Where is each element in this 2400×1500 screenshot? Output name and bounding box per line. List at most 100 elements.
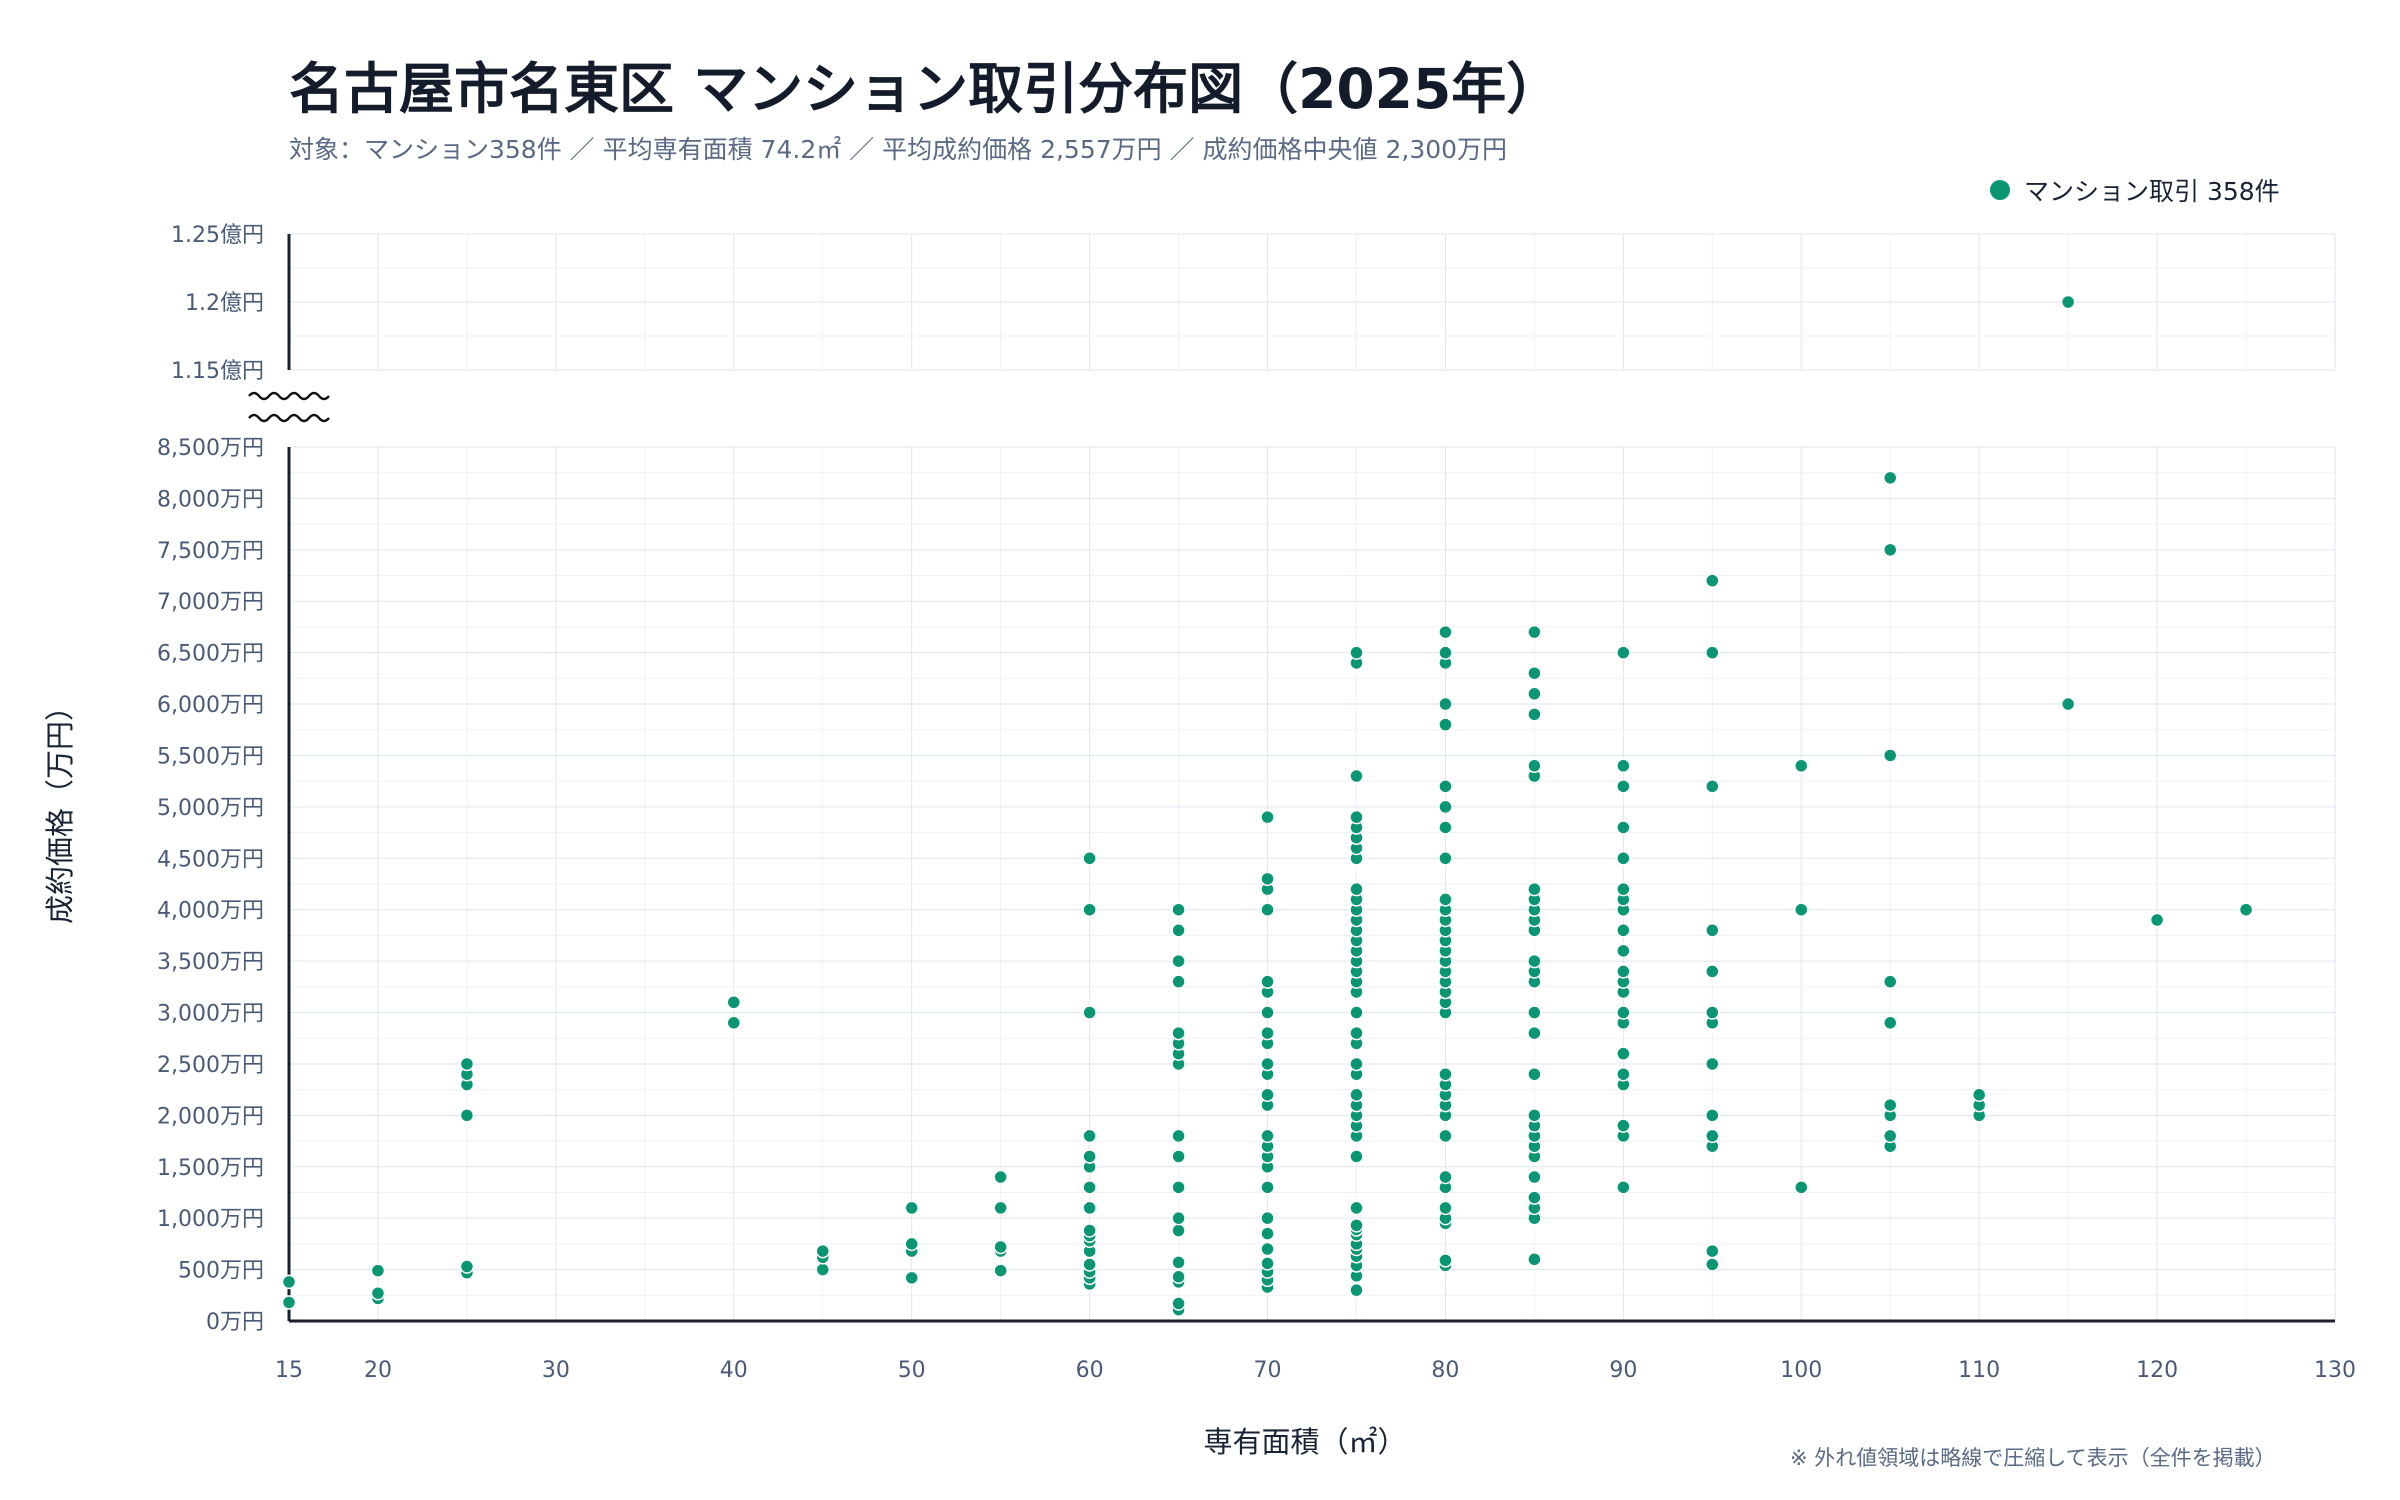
data-point [1349,645,1364,660]
data-point [1438,1200,1453,1216]
data-point [1171,1180,1186,1195]
data-point [1171,1025,1186,1041]
data-point [815,1262,830,1277]
data-point [1260,871,1275,887]
y-tick-label: 4,000万円 [157,899,264,924]
data-point [1171,1223,1186,1238]
data-point [1527,624,1542,640]
data-point [370,1263,386,1278]
data-point [1794,1180,1809,1195]
data-point [1882,748,1898,763]
break-gap [245,378,337,439]
data-point [1082,902,1097,917]
data-point [1260,1025,1275,1041]
data-point [1349,1282,1364,1298]
data-point [1260,1087,1275,1103]
data-point [1260,1128,1275,1144]
data-point [1349,881,1364,897]
x-tick-label: 110 [1958,1358,2000,1383]
data-point [1705,1108,1720,1123]
y-tick-label: 8,500万円 [157,436,264,461]
y-tick-label: 6,000万円 [157,693,264,718]
data-point [1705,1257,1720,1272]
y-tick-label: 8,000万円 [157,487,264,512]
data-point [1438,1169,1453,1185]
data-point [1527,665,1542,681]
data-point [370,1285,386,1301]
data-point [1616,1046,1631,1061]
data-point [1882,1097,1898,1113]
data-point [1527,953,1542,969]
data-point [1438,820,1453,835]
data-point [1438,851,1453,866]
data-point [2149,912,2165,928]
data-point [1260,809,1275,825]
data-point [1438,645,1453,660]
x-tick-label: 120 [2136,1358,2178,1383]
data-point [1438,717,1453,732]
y-tick-label: 7,000万円 [157,590,264,615]
x-axis-title: 専有面積（㎡） [1203,1425,1406,1459]
data-point [1705,1128,1720,1144]
y-tick-label: 1,500万円 [157,1156,264,1181]
data-point [1349,1025,1364,1041]
data-point [1171,923,1186,938]
x-tick-label: 80 [1431,1358,1459,1383]
data-point [1705,1056,1720,1072]
data-point [1349,809,1364,825]
data-point [1882,470,1898,486]
data-point [1260,974,1275,989]
data-point [1082,1128,1097,1144]
data-point [993,1200,1008,1216]
y-tick-label: 2,500万円 [157,1053,264,1078]
data-point [1438,696,1453,712]
data-point [1705,645,1720,660]
data-point [1705,1005,1720,1020]
data-point [1082,1223,1097,1238]
data-point [1616,1180,1631,1195]
y-tick-label: 3,000万円 [157,1002,264,1027]
data-point [1882,974,1898,989]
y-tick-label: 6,500万円 [157,642,264,667]
data-point [993,1263,1008,1278]
data-point [1260,1180,1275,1195]
legend-marker [1990,180,2010,200]
y-tick-label: 1.2億円 [185,291,264,316]
x-tick-label: 90 [1609,1358,1637,1383]
data-point [1527,1066,1542,1082]
axes [287,234,2335,1323]
data-point [1616,758,1631,774]
break-zigzag [248,413,330,423]
data-point [1260,1256,1275,1271]
data-point [1527,1005,1542,1020]
data-point [1971,1087,1987,1103]
y-tick-label: 500万円 [178,1259,264,1284]
data-point [1438,892,1453,907]
data-point [1260,1210,1275,1226]
data-point [904,1270,919,1286]
data-point [1260,1226,1275,1241]
data-point [993,1239,1008,1255]
data-point [1349,768,1364,784]
data-point [904,1236,919,1252]
y-tick-label: 7,500万円 [157,539,264,564]
y-axis-title: 成約価格（万円） [43,692,77,924]
data-point [1171,1210,1186,1226]
y-tick-label: 2,000万円 [157,1104,264,1129]
y-tick-label: 5,500万円 [157,744,264,769]
y-tick-label: 3,500万円 [157,950,264,975]
data-point [1171,1149,1186,1164]
data-point [1349,1218,1364,1233]
data-point [1171,953,1186,969]
data-point [1349,1005,1364,1020]
grid-lines [288,233,2336,1322]
chart-subtitle: 対象：マンション358件 ／ 平均専有面積 74.2㎡ ／ 平均成約価格 2,5… [289,135,1508,164]
data-point [1527,1108,1542,1123]
legend: マンション取引 358件 [1990,172,2280,208]
data-point [1082,1180,1097,1195]
data-point [1527,1252,1542,1267]
data-point [1616,851,1631,866]
data-point [1794,902,1809,917]
data-point [2060,696,2076,712]
data-point [1082,1200,1097,1216]
